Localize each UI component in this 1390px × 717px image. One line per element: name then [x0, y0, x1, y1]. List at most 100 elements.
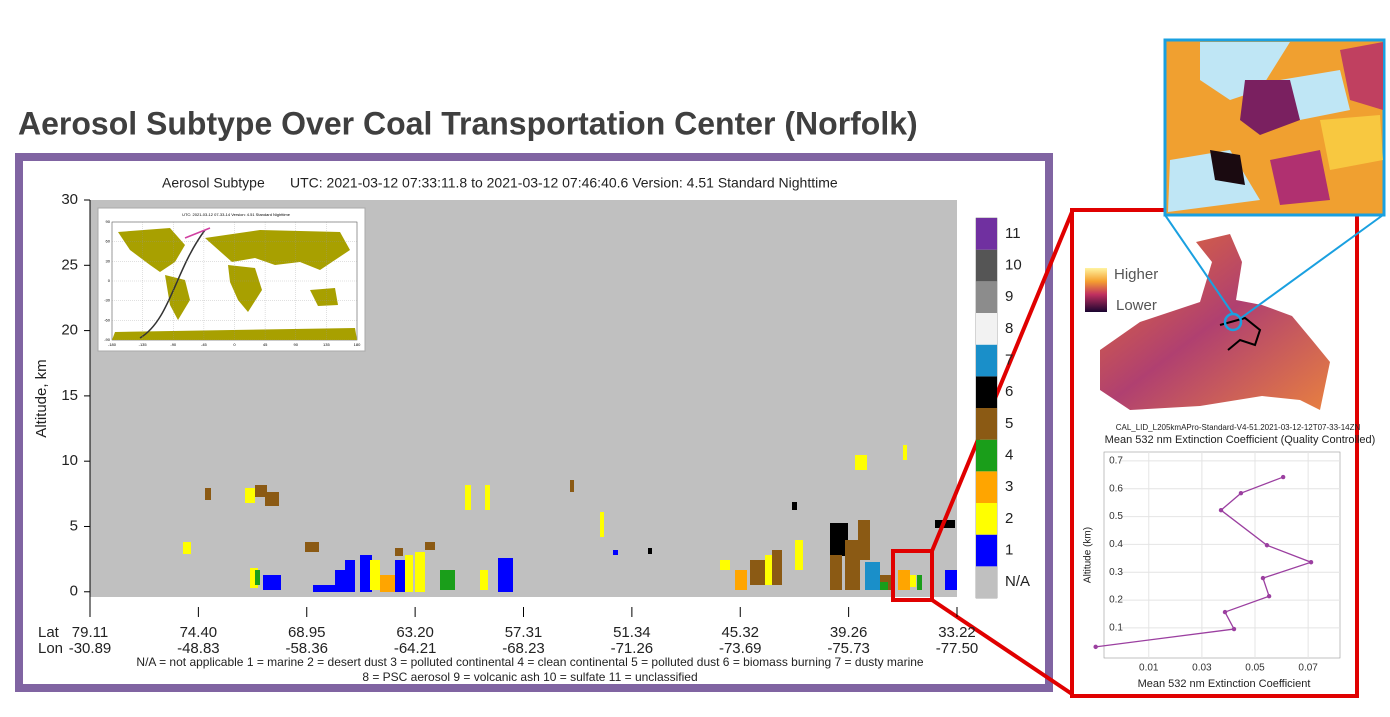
lat-value: 39.26	[830, 624, 868, 641]
inset-lat-label: 90	[106, 219, 111, 224]
colorbar-label: 4	[1005, 446, 1013, 463]
profile-line	[1095, 476, 1313, 648]
lat-value: 45.32	[721, 624, 759, 641]
y-tick-label: 0.5	[1109, 511, 1123, 522]
profile-point	[1308, 560, 1314, 565]
lat-value: 79.11	[72, 624, 108, 641]
legend-low: Lower	[1116, 297, 1157, 314]
zoom-inset	[1163, 38, 1386, 217]
colorbar-cell	[976, 439, 997, 472]
legend-line: 8 = PSC aerosol 9 = volcanic ash 10 = su…	[362, 670, 697, 684]
y-tick-label: 10	[61, 452, 78, 469]
lat-value: 68.95	[288, 624, 326, 641]
y-tick-label: 0.4	[1109, 539, 1123, 550]
inset-title: UTC: 2021-03-12 07-33-14 Version: 4.51 S…	[182, 212, 291, 217]
y-tick-label: 0.3	[1109, 567, 1123, 578]
zoom-box	[891, 549, 934, 602]
inset-lat-label: -30	[104, 298, 111, 303]
x-tick-label: 0.01	[1139, 663, 1159, 674]
colorbar-cell	[976, 313, 997, 345]
lon-value: -58.36	[285, 640, 328, 657]
x-tick-label: 0.05	[1245, 663, 1265, 674]
lat-value: 33.22	[938, 624, 976, 641]
colorbar-label: N/A	[1005, 573, 1030, 590]
inset-lon-label: -90	[170, 342, 177, 347]
zoom-line	[930, 598, 1074, 696]
lat-value: 57.31	[505, 624, 543, 641]
inset-lat-label: -60	[104, 317, 111, 322]
profile-point	[1231, 626, 1237, 632]
inset-lon-label: -180	[108, 342, 117, 347]
inset-lat-label: 60	[106, 239, 111, 244]
lon-value: -73.69	[719, 640, 762, 657]
lat-value: 74.40	[180, 624, 218, 641]
chart-subtitle: Mean 532 nm Extinction Coefficient (Qual…	[1104, 434, 1376, 446]
profile-point	[1266, 594, 1272, 599]
lat-label: Lat	[38, 624, 60, 641]
inset-lon-label: 135	[323, 342, 330, 347]
profile-point	[1280, 474, 1286, 480]
inset-lon-label: 90	[294, 342, 299, 347]
y-axis-label: Altitude (km)	[1083, 527, 1094, 583]
colorbar-cell	[976, 566, 997, 598]
colorbar-label: 10	[1005, 256, 1022, 273]
y-tick-label: 0.7	[1109, 456, 1123, 467]
y-tick-label: 0	[70, 583, 78, 600]
lon-value: -64.21	[394, 640, 437, 657]
y-tick-label: 0.6	[1109, 483, 1123, 494]
inset-lon-label: 180	[354, 342, 361, 347]
chart-subtitle-box: Mean 532 nm Extinction Coefficient (Qual…	[1104, 434, 1376, 446]
profile-frame	[1103, 451, 1341, 659]
colorbar-cell	[976, 534, 997, 567]
x-axis-label: Mean 532 nm Extinction Coefficient	[1138, 678, 1311, 690]
inset-lat-label: -90	[104, 337, 111, 342]
profile-point	[1238, 491, 1244, 496]
profile-point	[1093, 644, 1098, 650]
chart-title: CAL_LID_L205kmAPro-Standard-V4-51.2021-0…	[1116, 423, 1361, 432]
chart-subtitle: UTC: 2021-03-12 07:33:11.8 to 2021-03-12…	[290, 175, 838, 191]
colorbar-cell	[976, 249, 997, 282]
profile-point	[1260, 575, 1266, 581]
colorbar-label: 3	[1005, 478, 1013, 495]
colorbar-label: 1	[1005, 541, 1013, 558]
profile-point	[1222, 609, 1228, 615]
colorbar-cell	[976, 281, 997, 313]
zoom-line	[1240, 214, 1384, 319]
colorbar-cell	[976, 344, 997, 377]
legend-line: N/A = not applicable 1 = marine 2 = dese…	[136, 655, 924, 669]
inset-lat-label: 30	[106, 258, 111, 263]
x-tick-label: 0.03	[1192, 663, 1212, 674]
profile-point	[1264, 543, 1270, 548]
slide-title: Aerosol Subtype Over Coal Transportation…	[18, 105, 918, 141]
y-tick-label: 25	[61, 256, 78, 273]
y-tick-label: 15	[61, 387, 78, 404]
colorbar-cell	[976, 408, 997, 440]
colorbar-label: 6	[1005, 383, 1013, 400]
y-tick-label: 0.2	[1109, 595, 1123, 606]
colorbar-cell	[976, 376, 997, 408]
legend-high: Higher	[1114, 266, 1158, 283]
x-tick-label: 0.07	[1298, 663, 1318, 674]
lat-value: 51.34	[613, 624, 651, 641]
colorbar-label: 5	[1005, 415, 1013, 432]
inset-lat-label: 0	[108, 278, 111, 283]
colorbar-label: 9	[1005, 288, 1013, 305]
y-tick-label: 30	[61, 191, 78, 208]
lon-value: -77.50	[936, 640, 979, 657]
inset-lon-label: -135	[139, 342, 148, 347]
chart-title: Aerosol Subtype	[162, 175, 265, 191]
colorbar-label: 7	[1005, 351, 1013, 368]
y-tick-label: 5	[70, 517, 78, 534]
colorbar-cell	[976, 218, 997, 250]
lon-value: -75.73	[827, 640, 870, 657]
y-tick-label: 20	[61, 322, 78, 339]
lon-value: -68.23	[502, 640, 545, 657]
lat-value: 63.20	[396, 624, 434, 641]
colorbar-cell	[976, 503, 997, 535]
zoom-line	[930, 211, 1074, 552]
lon-value: -30.89	[69, 640, 112, 657]
colorbar-label: 2	[1005, 510, 1013, 527]
y-axis-label: Altitude, km	[33, 359, 50, 437]
y-tick-label: 0.1	[1109, 623, 1123, 634]
